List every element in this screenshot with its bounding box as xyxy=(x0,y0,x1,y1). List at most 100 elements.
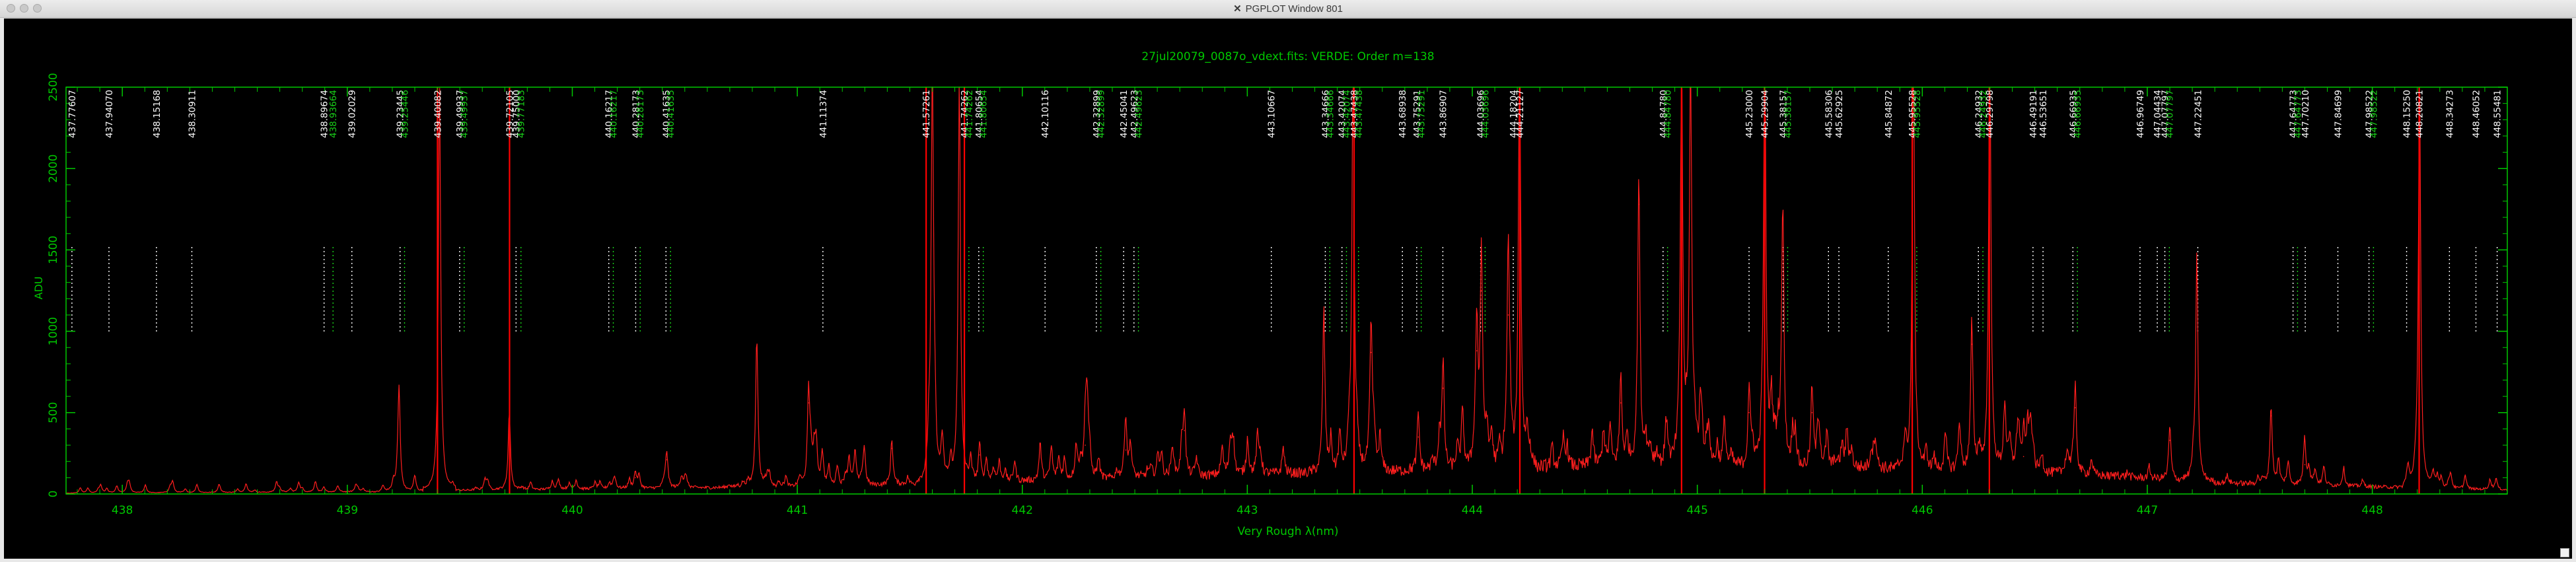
reference-line-label: 442.10116 xyxy=(1040,90,1051,138)
axes: 438 439 440 441 442 443 444 445 446 447 448 0 500 100… xyxy=(47,73,2508,517)
spectrum-peak-point xyxy=(1971,343,1973,345)
reference-line-label: 443.34666 xyxy=(1320,90,1331,138)
reference-line-label: 443.10667 xyxy=(1267,90,1277,138)
reference-line-label: 445.29904 xyxy=(1760,90,1771,138)
x-tick-label: 443 xyxy=(1236,504,1258,517)
reference-line-label: 439.23445 xyxy=(396,90,406,138)
reference-line-label: 439.72105 xyxy=(505,90,515,138)
window-title-area: ✕ PGPLOT Window 801 xyxy=(0,3,2576,15)
reference-line-label: 442.32899 xyxy=(1096,90,1107,138)
reference-line-label: 443.47438 xyxy=(1349,90,1360,138)
spectrum-peak-point xyxy=(1638,203,1639,205)
reference-line-label: 441.80654 xyxy=(974,90,985,138)
spectrum-peak-point xyxy=(666,459,668,461)
y-tick-label: 1500 xyxy=(47,236,60,264)
reference-line-label: 446.24932 xyxy=(1978,90,1989,138)
reference-line-label: 447.04434 xyxy=(2153,90,2163,138)
reference-line-label: 438.30911 xyxy=(187,90,197,138)
reference-line-label: 445.95528 xyxy=(1912,90,1923,138)
x-tick-label: 438 xyxy=(112,504,133,517)
reference-line-label: 446.96749 xyxy=(2135,90,2146,138)
reference-line-label: 443.68938 xyxy=(1398,90,1408,138)
reference-line-label: 439.02029 xyxy=(347,90,358,138)
spectrum-peak-point xyxy=(2022,456,2024,458)
reference-line-label: 442.45041 xyxy=(1119,90,1129,138)
y-tick-label: 2500 xyxy=(47,73,60,101)
reference-line-label: 439.77183 xyxy=(517,90,527,138)
spectrum-peak-point xyxy=(2169,439,2170,441)
plot-canvas: 27jul20079_0087o_vdext.fits: VERDE: Orde… xyxy=(4,18,2572,559)
reference-line-label: 440.28173 xyxy=(631,90,641,138)
resize-handle[interactable] xyxy=(2560,548,2569,557)
spectrum-line xyxy=(65,87,2508,494)
x-tick-label: 447 xyxy=(2137,504,2158,517)
spectrum-peak-point xyxy=(1480,290,1482,291)
x-tick-label: 448 xyxy=(2361,504,2382,517)
spectrum-peak-point xyxy=(2075,407,2076,409)
spectrum-peak-point xyxy=(1417,436,1419,438)
spectrum-peak-point xyxy=(1620,402,1622,404)
reference-line-label: 438.89674 xyxy=(320,90,330,138)
reference-line-label: 447.98522 xyxy=(2369,90,2379,138)
reference-line-label: 440.28173 xyxy=(635,90,646,138)
reference-line-label: 444.03696 xyxy=(1480,90,1491,138)
reference-line-label: 443.75291 xyxy=(1412,90,1423,138)
spectrum-peak-point xyxy=(1507,314,1509,316)
zoom-button[interactable] xyxy=(33,4,42,13)
x-tick-label: 446 xyxy=(1912,504,1933,517)
reference-line-label: 439.25446 xyxy=(400,90,410,138)
reference-line-label: 443.34666 xyxy=(1325,90,1336,138)
reference-line-label: 447.07797 xyxy=(2161,90,2171,138)
spectrum-peak-point xyxy=(1370,351,1372,353)
reference-line-label: 447.22451 xyxy=(2193,90,2203,138)
reference-line-label: 446.24932 xyxy=(1974,90,1984,138)
y-tick-label: 1000 xyxy=(47,317,60,345)
reference-line-label: 438.15168 xyxy=(152,90,162,138)
spectrum-peak-point xyxy=(808,402,809,404)
reference-line-label: 447.84699 xyxy=(2333,90,2343,138)
minimize-button[interactable] xyxy=(20,4,28,13)
reference-line-label: 439.49937 xyxy=(460,90,470,138)
reference-line-label: 445.62925 xyxy=(1834,90,1845,138)
reference-line-label: 446.49191 xyxy=(2028,90,2039,138)
plot-frame xyxy=(65,87,2508,495)
reference-line-label: 445.23000 xyxy=(1744,90,1755,138)
reference-line-label: 448.55481 xyxy=(2493,90,2503,138)
reference-line-label: 441.57261 xyxy=(921,90,932,138)
reference-line-label: 439.49937 xyxy=(455,90,466,138)
x-tick-label: 439 xyxy=(337,504,358,517)
spectrum-peak-point xyxy=(891,448,892,449)
window-titlebar[interactable]: ✕ PGPLOT Window 801 xyxy=(0,0,2576,18)
reference-line-label: 442.49623 xyxy=(1134,90,1145,138)
reference-line-label: 442.32899 xyxy=(1092,90,1102,138)
reference-line-label: 447.98522 xyxy=(2365,90,2375,138)
spectrum-peak-point xyxy=(1323,330,1325,332)
spectrum-peak-point xyxy=(635,477,636,479)
spectrum-chart: 27jul20079_0087o_vdext.fits: VERDE: Orde… xyxy=(32,50,2508,538)
reference-line-label: 438.93664 xyxy=(328,90,339,138)
reference-line-label: 441.74262 xyxy=(960,90,970,138)
x-tick-label: 440 xyxy=(561,504,583,517)
x-axis-label: Very Rough λ(nm) xyxy=(1237,525,1338,538)
x-tick-label: 442 xyxy=(1012,504,1033,517)
y-axis-label: ADU xyxy=(32,277,45,300)
spectrum-peak-point xyxy=(2270,415,2272,417)
reference-line-label: 443.42074 xyxy=(1338,90,1348,138)
reference-line-label: 442.49623 xyxy=(1129,90,1140,138)
reference-line-label: 437.77607 xyxy=(67,90,78,138)
reference-line-label: 446.66935 xyxy=(2068,90,2079,138)
spectrum-peak-point xyxy=(1748,412,1750,413)
close-button[interactable] xyxy=(7,4,15,13)
reference-line-label: 440.41635 xyxy=(661,90,672,138)
reference-line-label: 445.38157 xyxy=(1779,90,1789,138)
reference-line-label: 444.03696 xyxy=(1476,90,1487,138)
reference-line-label: 444.84780 xyxy=(1659,90,1669,138)
y-tick-label: 0 xyxy=(47,491,60,498)
reference-line-label: 440.16217 xyxy=(609,90,620,138)
spectrum-peak-point xyxy=(756,350,758,351)
x-tick-label: 444 xyxy=(1462,504,1483,517)
spectrum-series xyxy=(65,87,2508,494)
reference-line-labels: 437.77607 437.94070 438.15168 438.30911 438.… xyxy=(67,90,2503,138)
reference-line-label: 441.74262 xyxy=(964,90,975,138)
reference-line-label: 445.58306 xyxy=(1824,90,1834,138)
